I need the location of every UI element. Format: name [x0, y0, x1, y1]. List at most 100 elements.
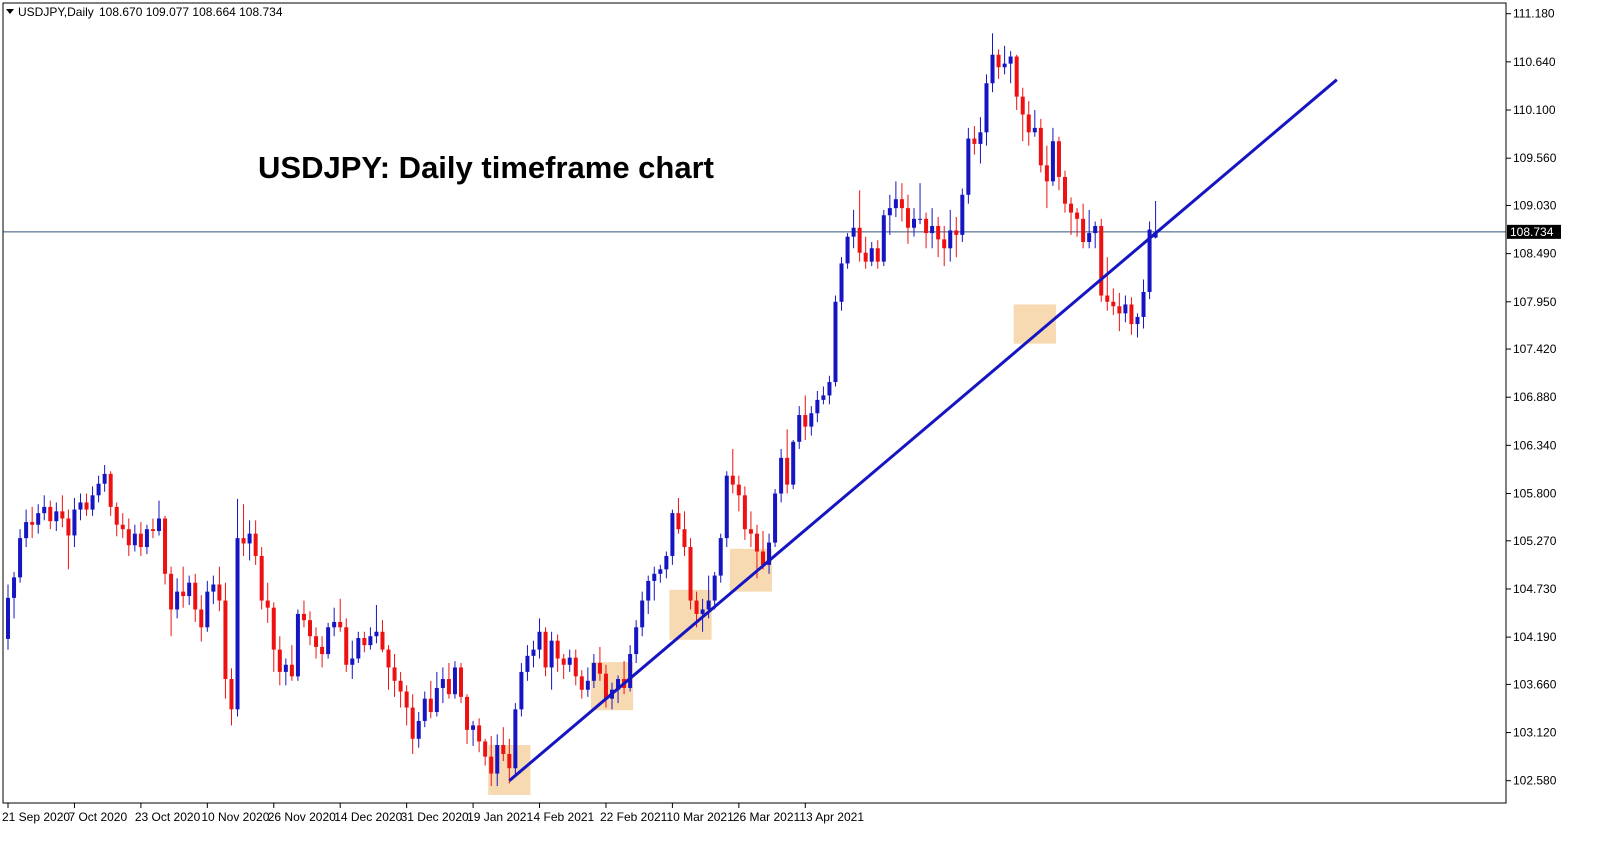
candle-body: [585, 680, 590, 690]
candle: [748, 511, 753, 548]
candle-body: [1032, 127, 1037, 133]
candle: [144, 524, 149, 555]
symbol-header[interactable]: USDJPY,Daily 108.670 109.077 108.664 108…: [6, 5, 283, 19]
candle-body: [1063, 176, 1067, 204]
candle-body: [308, 620, 312, 637]
candle-body: [434, 687, 439, 713]
candle: [1141, 279, 1146, 329]
candle: [845, 233, 850, 269]
candle-body: [779, 457, 784, 494]
candle-body: [1069, 203, 1074, 213]
candle-body: [489, 756, 494, 774]
candle-body: [169, 573, 174, 610]
candle: [338, 598, 343, 632]
candle: [1105, 257, 1110, 311]
candle: [791, 440, 796, 490]
candle: [1056, 136, 1061, 191]
support-zone-4: [729, 548, 773, 592]
candle: [730, 448, 735, 494]
candle-body: [271, 607, 276, 650]
candle-body: [138, 533, 143, 548]
candle-body: [767, 542, 772, 565]
candle: [893, 181, 898, 218]
candle: [175, 578, 180, 619]
candle: [851, 209, 856, 249]
candle: [452, 661, 457, 699]
candle-body: [573, 657, 578, 677]
candle: [66, 509, 71, 570]
candle-body: [446, 679, 451, 695]
y-tick-label: 103.120: [1513, 726, 1557, 740]
candle-body: [924, 218, 929, 234]
candle: [199, 595, 204, 642]
y-tick-label: 107.420: [1513, 342, 1557, 356]
price-axis[interactable]: 111.180 110.640 110.100 109.560 109.030 108.4…: [1506, 7, 1557, 788]
candle: [459, 662, 463, 704]
uptrend-line[interactable]: [508, 78, 1338, 782]
candle-body: [78, 502, 83, 510]
candle-body: [851, 227, 856, 237]
candle-body: [465, 696, 470, 730]
candle-body: [416, 720, 421, 739]
chevron-down-icon[interactable]: [6, 9, 14, 14]
symbol-label: USDJPY,Daily: [18, 5, 94, 19]
candle: [972, 126, 977, 155]
candle: [120, 513, 125, 539]
candle: [905, 194, 910, 244]
y-tick-label: 105.270: [1513, 534, 1557, 548]
candle-body: [380, 631, 385, 650]
candle: [827, 375, 832, 405]
y-tick-label: 102.580: [1513, 774, 1557, 788]
y-tick-label: 104.190: [1513, 630, 1557, 644]
candle-body: [108, 473, 113, 507]
candle: [229, 668, 234, 726]
plot-frame: [2, 2, 1507, 804]
candle-body: [948, 230, 953, 249]
candle-body: [960, 194, 965, 235]
candle-body: [754, 533, 759, 552]
candle-body: [567, 657, 572, 665]
candle: [138, 522, 143, 556]
candle-body: [428, 698, 433, 713]
candle-body: [144, 529, 149, 548]
candle-body: [175, 591, 180, 610]
candle: [513, 703, 518, 775]
candle-body: [966, 138, 971, 195]
y-tick-label: 104.730: [1513, 582, 1557, 596]
candle-body: [730, 475, 735, 485]
candle-body: [199, 609, 204, 628]
x-tick-label: 23 Oct 2020: [135, 810, 201, 824]
candle: [12, 572, 17, 619]
candle-body: [1087, 233, 1092, 243]
candle-body: [785, 457, 790, 485]
candle: [440, 667, 445, 704]
candle: [767, 533, 772, 574]
candle-body: [253, 533, 258, 556]
candle-body: [549, 640, 554, 668]
candle: [954, 217, 959, 258]
candle-body: [972, 138, 977, 144]
candle-body: [495, 745, 500, 774]
candle-body: [887, 208, 892, 216]
candle-body: [277, 649, 282, 672]
candle-body: [96, 483, 101, 496]
candle-body: [791, 441, 796, 485]
candle-body: [519, 671, 524, 710]
candle: [283, 658, 288, 686]
candle-body: [1020, 96, 1025, 115]
candle: [1075, 208, 1080, 237]
candle: [634, 620, 639, 663]
candle-body: [18, 538, 23, 578]
candle: [1111, 288, 1116, 316]
candle-body: [265, 600, 270, 608]
candle-body: [899, 199, 904, 209]
candle: [1099, 218, 1104, 302]
candle: [821, 386, 826, 405]
candle: [597, 646, 602, 681]
candle: [525, 645, 530, 681]
candle-body: [936, 225, 941, 240]
y-tick-label: 111.180: [1513, 7, 1555, 21]
candle: [36, 504, 41, 534]
